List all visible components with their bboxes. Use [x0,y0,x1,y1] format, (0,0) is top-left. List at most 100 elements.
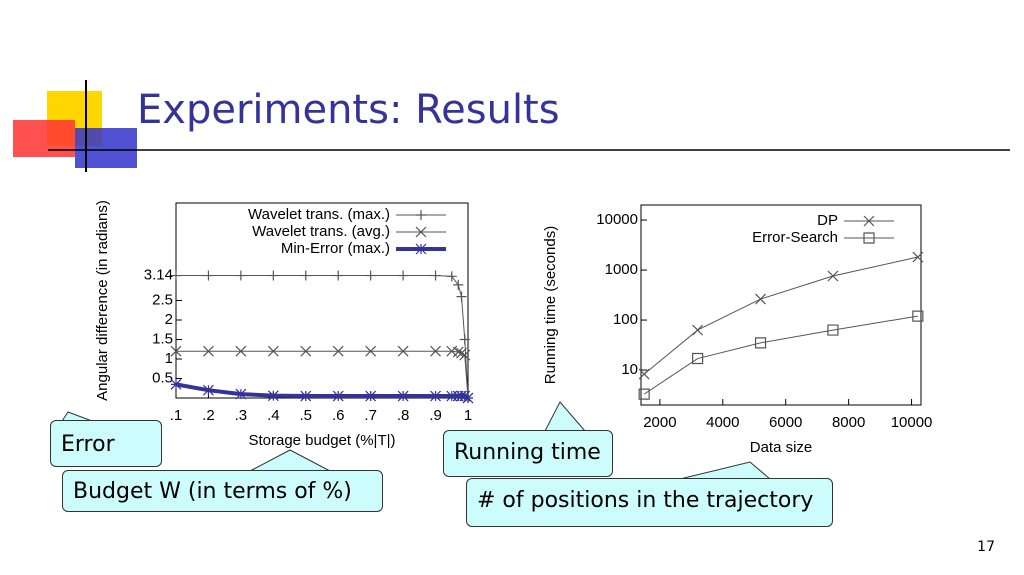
x-tick-label: .2 [202,407,215,424]
marker [638,388,650,400]
y-tick-label: 3.14 [144,267,173,284]
marker [912,310,924,322]
y-tick-label: 0.5 [152,369,173,386]
marker [415,243,427,255]
marker [692,324,704,336]
marker [170,345,182,357]
x-tick-label: 4000 [706,414,739,431]
marker [235,345,247,357]
y-tick-label: 1 [165,350,173,367]
marker [333,270,344,281]
marker [365,390,377,402]
legend-label: Wavelet trans. (max.) [248,206,390,223]
marker [863,232,875,244]
callout: Budget W (in terms of %) [62,470,383,512]
x-tick-label: .3 [235,407,248,424]
marker [430,345,441,357]
x-tick-label: .5 [300,407,313,424]
marker [912,251,924,263]
marker [446,390,458,402]
x-tick-label: 2000 [643,414,676,431]
y-tick-label: 2.5 [152,291,173,308]
callout-tails [61,401,771,480]
marker [459,349,471,361]
series-line [643,315,918,395]
x-tick-label: 1 [464,407,472,424]
marker [267,390,279,402]
x-axis-label: Data size [750,439,813,456]
y-tick-label: 1.5 [152,330,173,347]
deco-blue [75,128,137,168]
marker [203,345,214,357]
legend-label: Wavelet trans. (avg.) [252,223,390,240]
callout: Error [50,420,162,467]
marker [203,384,214,396]
tail [679,461,771,480]
marker [268,270,279,281]
marker [300,390,312,402]
x-axis-label: Storage budget (%|T|) [248,432,395,449]
y-axis-label: Angular difference (in radians) [94,200,111,401]
deco-red [13,120,75,157]
y-tick-label: 1000 [605,261,638,278]
legend-label: Error-Search [752,229,838,246]
series-line [643,256,918,375]
marker [365,345,377,357]
x-tick-label: .8 [397,407,410,424]
marker [459,334,470,345]
x-tick-label: 6000 [769,414,802,431]
marker [397,390,409,402]
marker [170,378,182,390]
marker [456,347,467,359]
marker [300,270,311,281]
x-tick-label: .6 [332,407,345,424]
tail [249,449,331,472]
tail [61,411,93,422]
slide-title: Experiments: Results [137,87,560,133]
y-tick-label: 10000 [596,211,638,228]
page-number: 17 [977,539,995,555]
marker [754,337,767,349]
marker [638,368,650,380]
marker [416,210,426,220]
marker [827,270,839,282]
marker [452,346,464,358]
callout: # of positions in the trajectory [466,478,833,527]
marker [827,324,839,336]
y-tick-label: 2 [165,311,173,328]
marker [397,345,409,357]
marker [755,293,766,305]
x-tick-label: .4 [267,407,280,424]
x-tick-label: .1 [170,407,183,424]
x-tick-label: 8000 [832,414,865,431]
series-line [176,275,469,399]
marker [692,352,704,365]
marker [863,215,875,227]
plot-frame [640,204,922,406]
marker [462,392,474,404]
marker [459,390,471,402]
marker [430,270,441,281]
marker [453,279,464,290]
marker [235,270,246,281]
callout: Running time [443,430,613,477]
series-line [175,382,470,400]
legend-label: DP [817,212,838,229]
marker [456,291,467,302]
marker [332,345,344,357]
marker [365,270,376,281]
y-tick-label: 100 [613,311,638,328]
marker [415,226,427,238]
marker [171,270,181,281]
marker [332,390,344,402]
marker [235,388,247,400]
tail [544,401,586,432]
x-tick-label: 10000 [891,414,933,431]
marker [430,390,441,402]
x-tick-label: .7 [364,407,377,424]
marker [446,271,457,282]
legend-label: Min-Error (max.) [281,240,390,257]
x-tick-label: .9 [429,407,442,424]
